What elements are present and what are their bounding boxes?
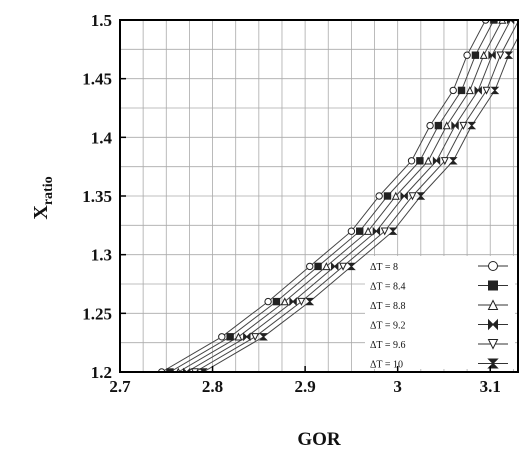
- x-axis-title: GOR: [297, 429, 341, 450]
- marker-circle-open: [463, 51, 471, 59]
- marker-circle-open: [264, 297, 272, 306]
- y-tick-label: 1.45: [82, 70, 112, 89]
- legend-label: ΔT = 8.8: [370, 301, 406, 312]
- marker-hourglass-filled: [504, 51, 514, 59]
- marker-triangle-open: [424, 156, 433, 165]
- marker-square-filled: [471, 51, 480, 59]
- y-axis-ticks: 1.2 1.25 1.3 1.35 1.4 1.45 1.5: [82, 11, 126, 382]
- marker-bowtie: [451, 121, 459, 131]
- marker-square-filled: [356, 227, 364, 235]
- marker-triangle-down-open: [297, 297, 306, 306]
- marker-triangle-open: [391, 191, 400, 200]
- marker-circle-open: [375, 192, 383, 200]
- legend-label: ΔT = 9.2: [370, 321, 406, 332]
- marker-triangle-open: [465, 86, 474, 95]
- marker-square-filled: [383, 192, 392, 200]
- y-axis-title-sub: ratio: [41, 176, 56, 205]
- marker-hourglass-filled: [259, 333, 268, 341]
- marker-triangle-open: [364, 226, 373, 235]
- y-axis-title: Xratio: [30, 176, 56, 219]
- legend-label: ΔT = 10: [370, 360, 403, 371]
- marker-bowtie: [331, 261, 339, 271]
- marker-hourglass-filled: [487, 358, 499, 369]
- marker-bowtie: [488, 50, 496, 60]
- x-axis-ticks: 2.7 2.8 2.9 3 3.1: [109, 366, 501, 396]
- marker-hourglass-filled: [346, 262, 356, 271]
- marker-hourglass-filled: [524, 17, 530, 23]
- y-tick-label: 1.25: [82, 304, 112, 323]
- y-tick-label: 1.35: [82, 187, 112, 206]
- marker-square-filled: [490, 20, 498, 24]
- marker-hourglass-filled: [305, 297, 315, 306]
- marker-bowtie: [400, 191, 408, 201]
- x-tick-label: 2.9: [294, 377, 315, 396]
- marker-square-filled: [488, 280, 498, 291]
- marker-hourglass-filled: [198, 368, 208, 372]
- marker-hourglass-filled: [388, 227, 398, 235]
- marker-square-filled: [314, 262, 322, 271]
- marker-triangle-open: [487, 299, 499, 310]
- x-tick-label: 2.8: [202, 377, 223, 396]
- marker-circle-open: [306, 262, 314, 271]
- marker-bowtie: [474, 85, 482, 95]
- y-tick-label: 1.3: [91, 246, 112, 265]
- marker-square-filled: [416, 157, 424, 165]
- legend-box: [365, 256, 515, 369]
- x-tick-label: 2.7: [109, 377, 131, 396]
- marker-triangle-down-open: [459, 121, 468, 130]
- marker-bowtie: [289, 297, 297, 307]
- marker-hourglass-filled: [448, 157, 458, 165]
- marker-circle-open: [488, 261, 498, 271]
- marker-bowtie: [488, 318, 498, 331]
- marker-triangle-down-open: [408, 192, 417, 201]
- marker-square-filled: [226, 333, 234, 341]
- marker-circle-open: [347, 227, 356, 235]
- marker-triangle-down-open: [482, 86, 491, 95]
- marker-triangle-down-open: [251, 333, 260, 342]
- marker-triangle-down-open: [380, 227, 389, 236]
- marker-square-filled: [272, 297, 281, 306]
- marker-triangle-open: [322, 262, 331, 271]
- marker-circle-open: [426, 121, 434, 130]
- legend-label: ΔT = 9.6: [370, 340, 406, 351]
- marker-circle-open: [407, 157, 416, 165]
- marker-triangle-open: [442, 121, 451, 130]
- marker-hourglass-filled: [416, 192, 426, 200]
- marker-square-filled: [457, 86, 466, 95]
- legend-label: ΔT = 8.4: [370, 282, 406, 293]
- marker-triangle-open: [280, 297, 289, 306]
- marker-triangle-open: [234, 332, 243, 341]
- marker-triangle-down-open: [496, 51, 505, 60]
- x-tick-label: 3.1: [480, 377, 501, 396]
- marker-triangle-down-open: [440, 157, 449, 166]
- marker-circle-open: [449, 86, 457, 95]
- y-tick-label: 1.2: [91, 363, 112, 382]
- y-tick-label: 1.5: [91, 11, 112, 30]
- legend-label: ΔT = 8: [370, 262, 398, 273]
- marker-triangle-down-open: [487, 339, 499, 350]
- svg-text:Xratio: Xratio: [30, 176, 56, 219]
- marker-bowtie: [243, 332, 251, 342]
- legend: ΔT = 8 ΔT = 8.4 ΔT = 8.8 ΔT = 9.2 ΔT = 9.6 ΔT…: [365, 256, 515, 371]
- y-tick-label: 1.4: [91, 128, 113, 147]
- marker-bowtie: [372, 226, 381, 236]
- marker-square-filled: [434, 121, 443, 130]
- series-markers: [157, 17, 530, 372]
- marker-bowtie: [432, 156, 441, 166]
- marker-hourglass-filled: [467, 121, 477, 130]
- marker-triangle-open: [479, 50, 488, 59]
- y-axis-title-main: X: [30, 205, 52, 220]
- marker-triangle-down-open: [339, 262, 348, 271]
- x-tick-label: 3: [393, 377, 402, 396]
- marker-hourglass-filled: [490, 86, 500, 95]
- marker-circle-open: [218, 333, 226, 341]
